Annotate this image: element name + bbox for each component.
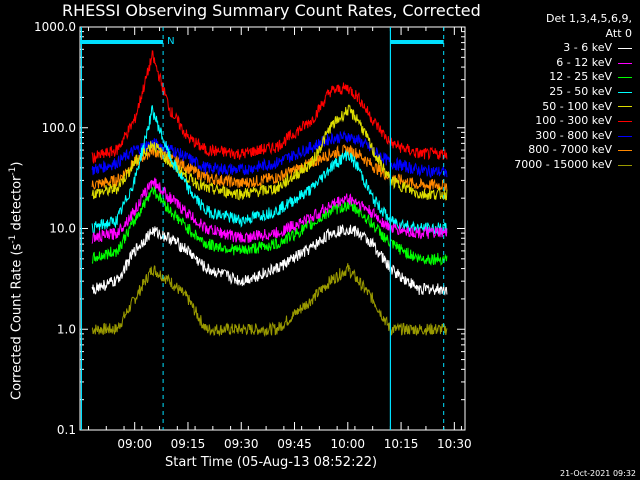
legend-label: 25 - 50 keV (549, 84, 612, 98)
x-tick-label: 09:45 (277, 437, 312, 451)
legend-header-line1: Det 1,3,4,5,6,9, (545, 12, 632, 25)
night-bar (390, 40, 444, 44)
legend-label: 300 - 800 keV (535, 128, 612, 142)
series-line (91, 144, 448, 191)
x-tick-label: 09:00 (117, 437, 152, 451)
legend-swatch (618, 150, 632, 152)
series-line (91, 104, 448, 201)
legend-label: 3 - 6 keV (563, 41, 612, 55)
x-tick-label: 09:30 (224, 437, 259, 451)
legend-entry: 6 - 12 keV (472, 56, 632, 71)
legend-swatch (618, 164, 632, 166)
series-line (91, 105, 448, 236)
x-tick-label: 10:00 (330, 437, 365, 451)
legend-entry: 25 - 50 keV (472, 85, 632, 100)
legend-entry: 300 - 800 keV (472, 129, 632, 144)
legend-swatch (618, 135, 632, 137)
legend-label: 100 - 300 keV (535, 114, 612, 128)
y-tick-label: 0.1 (57, 423, 76, 437)
timestamp-footer: 21-Oct-2021 09:32 (560, 469, 636, 478)
x-tick-label: 09:15 (171, 437, 206, 451)
night-bar (80, 40, 164, 44)
legend-swatch (618, 62, 632, 64)
y-tick-label: 10.0 (49, 222, 76, 236)
legend-entry: 12 - 25 keV (472, 70, 632, 85)
legend-swatch (618, 106, 632, 108)
y-axis-label-sup: -1 (8, 234, 18, 244)
chart-title: RHESSI Observing Summary Count Rates, Co… (62, 1, 481, 20)
series-line (91, 263, 448, 338)
x-axis-label: Start Time (05-Aug-13 08:52:22) (165, 455, 378, 470)
legend-header-line2: Att 0 (605, 26, 632, 40)
series-line (91, 50, 448, 164)
y-tick-label: 1.0 (57, 322, 76, 336)
legend-label: 7000 - 15000 keV (514, 157, 612, 171)
legend-entry: 100 - 300 keV (472, 114, 632, 129)
night-label: N (167, 36, 174, 47)
legend-label: 6 - 12 keV (556, 55, 612, 69)
y-axis-label-part: Corrected Count Rate (s (9, 243, 25, 400)
series-line (91, 177, 448, 244)
legend-swatch (618, 77, 632, 79)
y-tick-label: 100.0 (42, 121, 76, 135)
legend-label: 800 - 7000 keV (528, 143, 612, 157)
y-tick-label: 1000.0 (34, 20, 76, 34)
y-axis-label-part: detector (9, 175, 25, 235)
x-tick-label: 10:30 (437, 437, 472, 451)
legend-entry: 50 - 100 keV (472, 100, 632, 115)
legend: Det 1,3,4,5,6,9, Att 0 3 - 6 keV 6 - 12 … (472, 12, 632, 173)
y-axis-label-part: ) (9, 161, 25, 167)
y-axis-label-sup: -1 (8, 166, 18, 176)
series-line (91, 224, 448, 296)
legend-swatch (618, 47, 632, 49)
series-line (91, 186, 448, 266)
legend-swatch (618, 91, 632, 93)
legend-entry: 800 - 7000 keV (472, 143, 632, 158)
legend-label: 12 - 25 keV (549, 70, 612, 84)
legend-swatch (618, 120, 632, 122)
legend-label: 50 - 100 keV (542, 99, 612, 113)
y-axis-label: Corrected Count Rate (s-1 detector-1) (8, 162, 24, 400)
legend-entry: 3 - 6 keV (472, 41, 632, 56)
legend-entry: 7000 - 15000 keV (472, 158, 632, 173)
x-tick-label: 10:15 (384, 437, 419, 451)
